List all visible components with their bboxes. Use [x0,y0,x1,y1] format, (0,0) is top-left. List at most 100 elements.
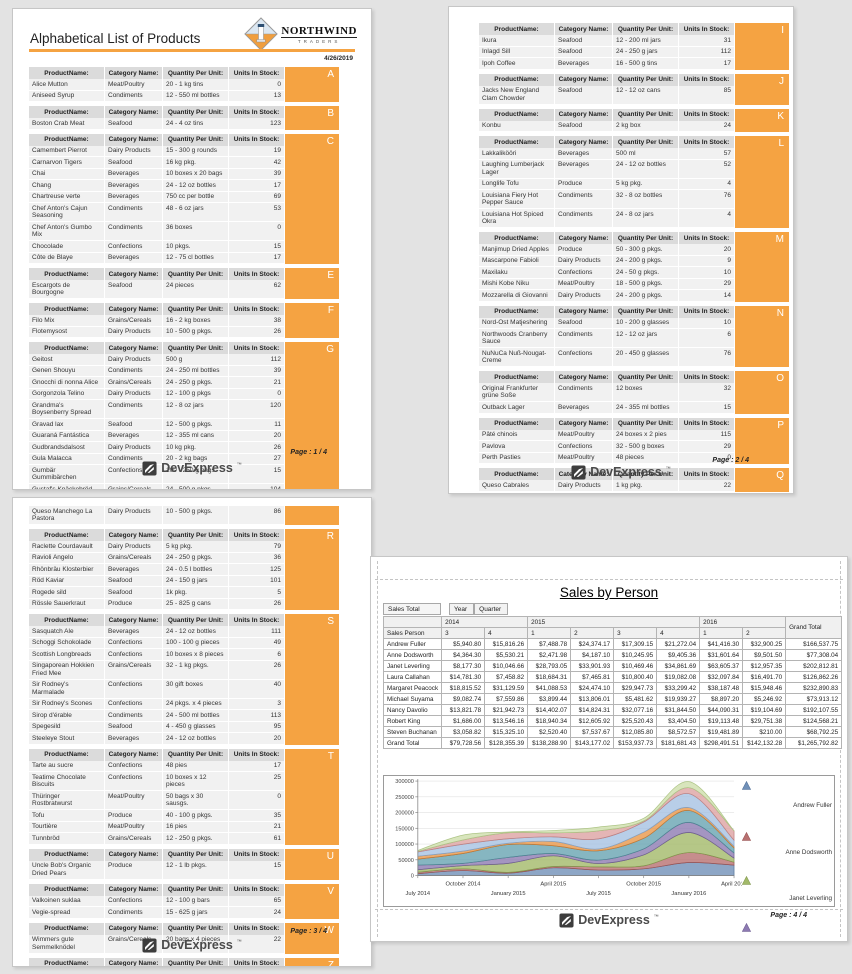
group-body: ProductName:Category Name:Quantity Per U… [29,67,285,102]
category-name: Confections [105,895,163,906]
quantity-per-unit: 16 - 500 g tins [613,58,679,69]
column-header: Units In Stock: [229,614,285,626]
product-row: Inlagd Sill Seafood 24 - 250 g jars 112 [479,46,735,58]
units-in-stock: 26 [229,442,285,453]
category-name: Confections [555,348,613,366]
product-row: Geitost Dairy Products 500 g 112 [29,354,285,366]
product-group: ProductName:Category Name:Quantity Per U… [29,614,339,745]
sales-value: $5,246.92 [742,693,787,705]
units-in-stock: 29 [679,441,735,452]
product-row: Flotemysost Dairy Products 10 - 500 g pkgs… [29,326,285,338]
salesperson-name: Margaret Peacock [382,682,443,694]
category-name: Seafood [105,587,163,598]
x-tick-label: January 2016 [671,891,706,897]
category-name: Condiments [555,190,613,208]
product-name: Gnocchi di nonna Alice [29,377,105,388]
group-body: ProductName:Category Name:Quantity Per U… [29,303,285,338]
category-name: Grains/Cereals [105,484,163,489]
product-name: Pavlova [479,441,555,452]
product-name: Perth Pasties [479,452,555,463]
group-body: ProductName:Category Name:Quantity Per U… [29,922,285,954]
group-header-row: ProductName:Category Name:Quantity Per U… [479,23,735,35]
product-name: Queso Manchego La Pastora [29,506,105,524]
product-name: Ravioli Angelo [29,552,105,563]
sales-value: $298,491.51 [699,737,744,749]
product-name: Mishi Kobe Niku [479,278,555,289]
column-header: Units In Stock: [679,232,735,244]
category-name: Beverages [555,58,613,69]
sales-value: $9,501.50 [742,649,787,661]
group-letter-block: S [285,614,339,745]
quantity-per-unit: 48 pieces [613,452,679,463]
units-in-stock: 31 [679,35,735,46]
category-name: Meat/Poultry [105,791,163,809]
units-in-stock: 86 [229,506,285,524]
group-body: ProductName:Category Name:Quantity Per U… [29,614,285,745]
units-in-stock: 79 [229,541,285,552]
units-in-stock: 24 [679,120,735,131]
quantity-per-unit: 10 pkgs. [163,241,229,252]
units-in-stock: 101 [229,575,285,586]
column-header: Quantity Per Unit: [163,342,229,354]
category-name: Dairy Products [105,145,163,156]
sales-value: $33,901.93 [570,660,615,672]
sales-row-total: $124,568.21 [785,715,843,727]
devexpress-mark-icon [142,461,157,476]
quantity-per-unit: 20 bags x 4 pieces [163,934,229,953]
product-name: Jacks New England Clam Chowder [479,85,555,104]
sales-value: $15,816.26 [484,638,529,650]
column-header: Category Name: [555,417,613,430]
units-in-stock: 112 [679,46,735,57]
product-name: Longlife Tofu [479,178,555,189]
category-name: Beverages [105,430,163,441]
category-name: Seafood [105,157,163,168]
column-header: ProductName: [479,23,555,35]
quantity-per-unit: 24 - 12 oz bottles [163,626,229,637]
category-name: Produce [555,244,613,255]
product-group: ProductName:Category Name:Quantity Per U… [29,922,339,954]
group-header-row: ProductName:Category Name:Quantity Per U… [29,268,285,280]
pivot-grand-total-header: Grand Total [785,616,843,639]
product-name: Tarte au sucre [29,760,105,771]
column-header: Units In Stock: [679,108,735,121]
sales-value: $18,684.31 [527,671,572,683]
sales-value: $7,458.82 [484,671,529,683]
group-letter-block: N [735,305,789,367]
product-row: Perth Pasties Meat/Poultry 48 pieces 0 [479,452,735,464]
units-in-stock: 35 [229,810,285,821]
quantity-per-unit: 12 - 12 oz jars [613,329,679,347]
units-in-stock: 32 [679,383,735,401]
units-in-stock: 39 [229,168,285,179]
x-tick-label: October 2015 [626,882,661,888]
product-group: ProductName:Category Name:Quantity Per U… [479,468,789,492]
sales-value: $18,815.52 [441,682,486,694]
sales-value: $5,481.62 [613,693,658,705]
margin-guide-right [840,561,841,937]
column-header: ProductName: [479,371,555,383]
category-name: Dairy Products [555,255,613,266]
group-header-row: ProductName:Category Name:Quantity Per U… [479,108,735,121]
sales-value: $19,082.08 [656,671,701,683]
quantity-per-unit: 20 - 1 kg tins [163,79,229,90]
column-header: Units In Stock: [229,848,285,861]
product-row: Tarte au sucre Confections 48 pies 17 [29,760,285,772]
product-name: Rogede sild [29,587,105,598]
margin-guide-bottom [375,909,843,910]
product-row: Steeleye Stout Beverages 24 - 12 oz bottle… [29,733,285,745]
group-letter-block: J [735,73,789,105]
quantity-per-unit: 10 kg pkg. [163,442,229,453]
quantity-per-unit: 24 - 12 oz bottles [163,180,229,191]
product-name: Ipoh Coffee [479,58,555,69]
units-in-stock: 95 [229,721,285,732]
category-name: Condiments [555,329,613,347]
quantity-per-unit: 750 cc per bottle [163,191,229,202]
product-row: Chang Beverages 24 - 12 oz bottles 17 [29,180,285,192]
sales-value: $10,245.95 [613,649,658,661]
column-header: Category Name: [105,342,163,354]
group-header-row: ProductName:Category Name:Quantity Per U… [479,468,735,480]
quantity-per-unit: 5 kg pkg. [163,541,229,552]
quantity-per-unit: 24 - 355 ml bottles [613,402,679,413]
group-header-row: ProductName:Category Name:Quantity Per U… [29,342,285,354]
group-header-row: ProductName:Category Name:Quantity Per U… [29,67,285,79]
trademark-symbol: ™ [236,462,242,468]
